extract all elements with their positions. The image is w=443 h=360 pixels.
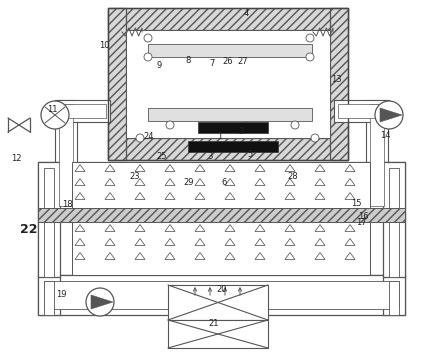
Circle shape xyxy=(375,101,403,129)
Bar xyxy=(389,281,399,315)
Bar xyxy=(72,162,370,275)
Circle shape xyxy=(306,53,314,61)
Bar xyxy=(59,104,73,206)
Text: 3: 3 xyxy=(208,152,213,161)
Bar xyxy=(168,320,268,348)
Text: 22: 22 xyxy=(20,223,38,236)
Text: 1: 1 xyxy=(217,132,222,141)
Bar xyxy=(55,100,110,122)
Text: 23: 23 xyxy=(130,172,140,181)
Text: 17: 17 xyxy=(356,218,366,227)
Text: 29: 29 xyxy=(183,179,194,188)
Bar xyxy=(38,162,60,277)
Text: 2: 2 xyxy=(239,127,244,136)
Circle shape xyxy=(86,288,114,316)
Bar xyxy=(330,8,348,160)
Bar xyxy=(366,100,388,210)
Bar xyxy=(44,168,54,277)
Text: 14: 14 xyxy=(380,131,391,140)
Circle shape xyxy=(144,53,152,61)
Bar xyxy=(38,275,405,315)
Text: 26: 26 xyxy=(223,58,233,67)
Text: 25: 25 xyxy=(156,152,167,161)
Polygon shape xyxy=(380,108,402,122)
Text: 9: 9 xyxy=(157,62,162,71)
Text: 10: 10 xyxy=(99,41,109,50)
Bar xyxy=(38,208,405,222)
Bar xyxy=(108,138,348,160)
Bar xyxy=(55,100,77,210)
Bar xyxy=(108,8,348,160)
Bar xyxy=(188,141,278,152)
Circle shape xyxy=(306,34,314,42)
Bar xyxy=(148,44,312,57)
Bar xyxy=(383,275,405,315)
Bar xyxy=(334,100,389,122)
Text: 6: 6 xyxy=(221,179,226,188)
Bar xyxy=(38,275,60,315)
Bar xyxy=(44,281,399,309)
Bar xyxy=(38,162,405,275)
Circle shape xyxy=(291,121,299,129)
Text: 4: 4 xyxy=(243,9,249,18)
Text: 21: 21 xyxy=(208,319,219,328)
Bar xyxy=(370,104,384,206)
Bar xyxy=(44,281,54,315)
Text: 16: 16 xyxy=(358,212,369,220)
Text: 24: 24 xyxy=(143,132,154,141)
Text: 28: 28 xyxy=(287,172,298,181)
Bar xyxy=(126,30,330,138)
Circle shape xyxy=(144,34,152,42)
Text: 27: 27 xyxy=(237,58,248,67)
Text: 19: 19 xyxy=(56,290,66,299)
Text: 13: 13 xyxy=(331,75,342,84)
Bar xyxy=(383,162,405,277)
Bar xyxy=(148,108,312,121)
Bar xyxy=(198,122,268,133)
Text: 20: 20 xyxy=(216,285,227,294)
Bar xyxy=(168,285,268,320)
Text: 11: 11 xyxy=(47,105,58,114)
Circle shape xyxy=(41,101,69,129)
Bar xyxy=(108,8,126,160)
Bar xyxy=(108,8,348,30)
Circle shape xyxy=(166,121,174,129)
Circle shape xyxy=(311,134,319,142)
Polygon shape xyxy=(91,295,113,309)
Circle shape xyxy=(136,134,144,142)
Text: 18: 18 xyxy=(62,200,73,209)
Text: 8: 8 xyxy=(186,56,191,65)
Bar xyxy=(389,168,399,277)
Text: 15: 15 xyxy=(351,199,362,208)
Text: 5: 5 xyxy=(248,150,253,159)
Bar xyxy=(338,104,385,118)
Text: 7: 7 xyxy=(209,59,214,68)
Bar xyxy=(59,104,106,118)
Text: 12: 12 xyxy=(12,154,22,163)
